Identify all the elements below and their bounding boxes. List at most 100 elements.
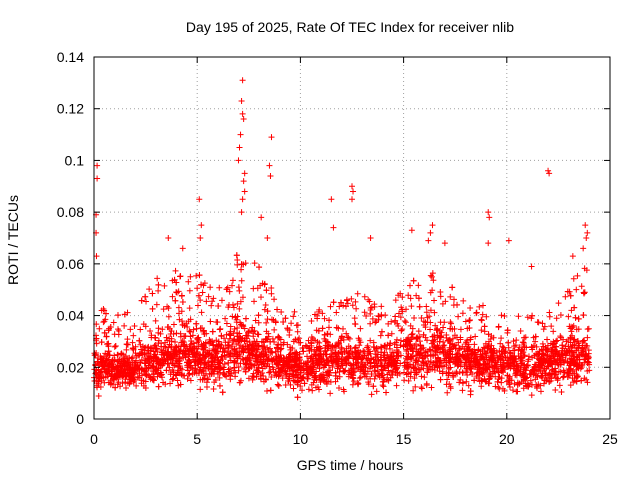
data-point bbox=[430, 347, 437, 354]
data-point bbox=[328, 347, 335, 354]
data-point bbox=[97, 384, 104, 391]
data-point bbox=[540, 380, 547, 387]
data-point bbox=[408, 227, 415, 234]
data-point bbox=[407, 354, 414, 361]
data-point bbox=[333, 354, 340, 361]
data-point bbox=[479, 377, 486, 384]
data-point bbox=[530, 342, 537, 349]
data-point bbox=[451, 342, 458, 349]
data-point bbox=[521, 343, 528, 350]
data-point bbox=[101, 318, 108, 325]
data-point bbox=[455, 339, 462, 346]
data-point bbox=[484, 366, 491, 373]
data-point bbox=[165, 344, 172, 351]
data-point bbox=[361, 361, 368, 368]
data-point bbox=[405, 377, 412, 384]
data-point bbox=[506, 384, 513, 391]
data-point bbox=[485, 331, 492, 338]
data-point bbox=[475, 346, 482, 353]
data-point bbox=[316, 306, 323, 313]
data-point bbox=[418, 384, 425, 391]
data-point bbox=[574, 272, 581, 279]
data-point bbox=[155, 287, 162, 294]
data-point bbox=[418, 373, 425, 380]
data-point bbox=[326, 317, 333, 324]
data-point bbox=[99, 362, 106, 369]
data-point bbox=[557, 333, 564, 340]
data-point bbox=[210, 342, 217, 349]
data-point bbox=[333, 324, 340, 331]
data-point bbox=[193, 367, 200, 374]
data-point bbox=[255, 364, 262, 371]
data-point bbox=[274, 381, 281, 388]
data-point bbox=[535, 319, 542, 326]
data-point bbox=[430, 352, 437, 359]
data-point bbox=[240, 116, 247, 123]
data-point bbox=[407, 295, 414, 302]
data-point bbox=[465, 382, 472, 389]
data-point bbox=[194, 348, 201, 355]
data-point bbox=[372, 348, 379, 355]
data-point bbox=[495, 369, 502, 376]
data-point bbox=[482, 360, 489, 367]
data-point bbox=[237, 131, 244, 138]
x-tick-label: 10 bbox=[293, 431, 309, 447]
data-point bbox=[413, 357, 420, 364]
data-point bbox=[574, 373, 581, 380]
data-point bbox=[338, 333, 345, 340]
data-point bbox=[393, 339, 400, 346]
data-point bbox=[220, 370, 227, 377]
data-point bbox=[541, 323, 548, 330]
data-point bbox=[226, 365, 233, 372]
x-tick-label: 0 bbox=[90, 431, 98, 447]
data-point bbox=[251, 327, 258, 334]
data-point bbox=[532, 338, 539, 345]
data-point bbox=[372, 319, 379, 326]
data-point bbox=[210, 370, 217, 377]
data-point bbox=[377, 343, 384, 350]
data-point bbox=[574, 361, 581, 368]
data-point bbox=[548, 323, 555, 330]
data-point bbox=[481, 323, 488, 330]
data-point bbox=[205, 293, 212, 300]
data-point bbox=[496, 373, 503, 380]
data-point bbox=[554, 337, 561, 344]
data-points bbox=[91, 77, 593, 401]
data-point bbox=[300, 348, 307, 355]
data-point bbox=[353, 350, 360, 357]
data-point bbox=[569, 253, 576, 260]
data-point bbox=[415, 295, 422, 302]
data-point bbox=[243, 332, 250, 339]
data-point bbox=[261, 343, 268, 350]
data-point bbox=[139, 349, 146, 356]
y-tick-label: 0.06 bbox=[57, 256, 84, 272]
data-point bbox=[267, 387, 274, 394]
data-point bbox=[326, 369, 333, 376]
data-point bbox=[388, 318, 395, 325]
data-point bbox=[174, 350, 181, 357]
data-point bbox=[518, 347, 525, 354]
data-point bbox=[378, 357, 385, 364]
data-point bbox=[480, 361, 487, 368]
data-point bbox=[569, 332, 576, 339]
data-point bbox=[419, 345, 426, 352]
data-point bbox=[299, 387, 306, 394]
data-point bbox=[463, 365, 470, 372]
data-point bbox=[495, 323, 502, 330]
data-point bbox=[155, 340, 162, 347]
data-point bbox=[552, 371, 559, 378]
data-point bbox=[375, 313, 382, 320]
data-point bbox=[282, 315, 289, 322]
data-point bbox=[532, 333, 539, 340]
data-point bbox=[367, 310, 374, 317]
data-point bbox=[176, 348, 183, 355]
data-point bbox=[186, 305, 193, 312]
data-point bbox=[254, 285, 261, 292]
data-point bbox=[184, 367, 191, 374]
data-point bbox=[104, 363, 111, 370]
data-point bbox=[544, 336, 551, 343]
data-point bbox=[95, 378, 102, 385]
data-point bbox=[320, 364, 327, 371]
data-point bbox=[101, 379, 108, 386]
data-point bbox=[323, 351, 330, 358]
